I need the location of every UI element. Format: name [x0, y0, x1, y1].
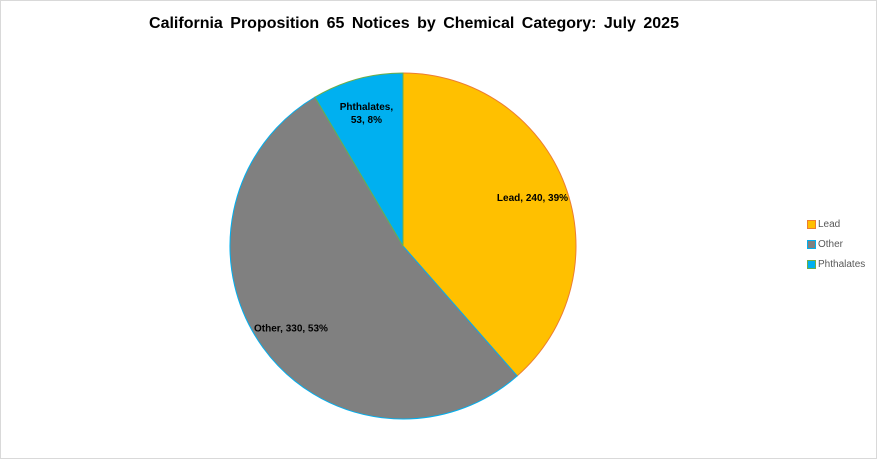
- pie-slice-lead: [402, 72, 577, 377]
- data-label-phthalates: Phthalates, 53, 8%: [340, 102, 394, 126]
- chart-title: California Proposition 65 Notices by Che…: [149, 15, 679, 32]
- legend-label: Phthalates: [818, 258, 866, 270]
- pie-slice-phthalates: [314, 72, 404, 248]
- data-label-lead: Lead, 240, 39%: [497, 193, 568, 204]
- legend-swatch: [807, 239, 816, 249]
- legend-swatch: [807, 219, 816, 229]
- legend-item-phthalates: Phthalates: [807, 258, 866, 270]
- legend-label: Lead: [818, 218, 841, 230]
- pie-slice-other: [229, 96, 518, 420]
- legend-item-other: Other: [807, 238, 865, 250]
- legend-item-lead: Lead: [807, 218, 865, 230]
- legend-swatch: [807, 259, 816, 269]
- data-label-other: Other, 330, 53%: [254, 323, 328, 334]
- legend-label: Other: [818, 238, 844, 250]
- legend: Lead Other Phthalates: [807, 219, 865, 279]
